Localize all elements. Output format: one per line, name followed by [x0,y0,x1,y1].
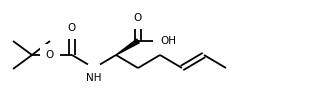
Text: O: O [68,23,76,33]
Text: NH: NH [86,73,102,83]
Polygon shape [116,39,139,55]
Text: O: O [134,13,142,23]
Text: O: O [46,50,54,60]
Text: OH: OH [160,36,176,46]
